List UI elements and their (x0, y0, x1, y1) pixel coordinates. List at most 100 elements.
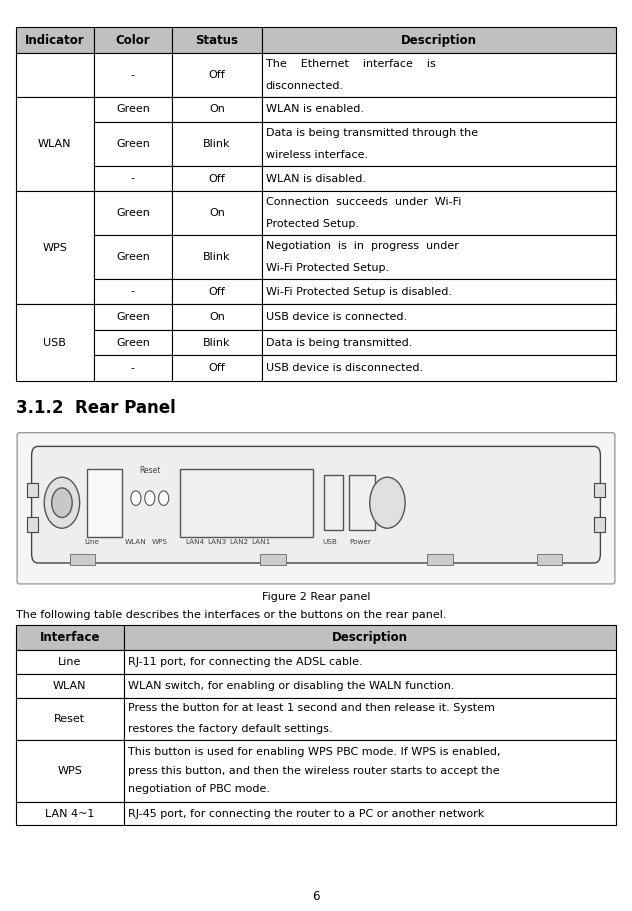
Bar (16, 740, 124, 802)
FancyBboxPatch shape (17, 433, 615, 584)
Bar (94, 355, 172, 381)
Bar (27, 483, 38, 497)
Text: USB: USB (44, 338, 66, 347)
Text: LAN3: LAN3 (207, 539, 226, 545)
Bar (124, 740, 616, 802)
Text: -: - (131, 287, 135, 296)
Circle shape (131, 491, 141, 506)
Bar (16, 53, 94, 97)
Bar (94, 53, 172, 97)
Text: WLAN switch, for enabling or disabling the WALN function.: WLAN switch, for enabling or disabling t… (128, 681, 454, 691)
Text: USB: USB (322, 539, 337, 545)
Bar (124, 802, 616, 825)
Bar (260, 554, 286, 565)
Text: WLAN: WLAN (125, 539, 147, 545)
Bar (87, 468, 122, 537)
Text: Color: Color (116, 34, 150, 46)
Bar (124, 674, 616, 698)
Bar (262, 235, 616, 279)
Bar (172, 330, 262, 355)
Text: Connection  succeeds  under  Wi-Fi: Connection succeeds under Wi-Fi (265, 198, 461, 207)
Text: negotiation of PBC mode.: negotiation of PBC mode. (128, 784, 270, 794)
Bar (94, 304, 172, 330)
Bar (70, 554, 95, 565)
Text: Off: Off (209, 287, 226, 296)
Bar (349, 476, 375, 530)
Bar (172, 97, 262, 122)
Bar (16, 304, 94, 381)
Text: Reset: Reset (139, 466, 161, 476)
Text: Wi-Fi Protected Setup.: Wi-Fi Protected Setup. (265, 263, 389, 272)
Text: The following table describes the interfaces or the buttons on the rear panel.: The following table describes the interf… (16, 610, 446, 620)
Bar (262, 166, 616, 191)
Text: 6: 6 (312, 890, 320, 903)
Text: Indicator: Indicator (25, 34, 85, 46)
Text: Figure 2 Rear panel: Figure 2 Rear panel (262, 592, 370, 602)
Text: Negotiation  is  in  progress  under: Negotiation is in progress under (265, 241, 459, 251)
Text: WLAN: WLAN (53, 681, 87, 691)
Bar (94, 235, 172, 279)
Text: Green: Green (116, 209, 150, 218)
Bar (124, 698, 616, 740)
Text: disconnected.: disconnected. (265, 81, 344, 90)
Text: LAN4: LAN4 (185, 539, 204, 545)
Bar (537, 554, 562, 565)
Text: RJ-11 port, for connecting the ADSL cable.: RJ-11 port, for connecting the ADSL cabl… (128, 658, 362, 667)
Bar (16, 191, 94, 304)
Bar (262, 191, 616, 235)
Bar (172, 355, 262, 381)
Bar (16, 97, 94, 191)
Bar (172, 53, 262, 97)
Bar (172, 166, 262, 191)
Text: Green: Green (116, 252, 150, 261)
Bar (27, 517, 38, 532)
Text: Wi-Fi Protected Setup is disabled.: Wi-Fi Protected Setup is disabled. (265, 287, 452, 296)
Bar (427, 554, 453, 565)
Bar (262, 53, 616, 97)
Text: Off: Off (209, 363, 226, 373)
Text: WPS: WPS (58, 766, 82, 775)
Text: WLAN is enabled.: WLAN is enabled. (265, 105, 364, 114)
Bar (94, 97, 172, 122)
Bar (16, 802, 124, 825)
Text: Blink: Blink (203, 139, 231, 148)
Text: LAN1: LAN1 (252, 539, 270, 545)
Circle shape (370, 477, 405, 528)
Text: Line: Line (58, 658, 82, 667)
Bar (94, 27, 172, 53)
Bar (94, 330, 172, 355)
Bar (324, 476, 343, 530)
Text: On: On (209, 105, 225, 114)
Bar (94, 122, 172, 166)
Text: Protected Setup.: Protected Setup. (265, 220, 359, 229)
Text: On: On (209, 312, 225, 322)
Text: press this button, and then the wireless router starts to accept the: press this button, and then the wireless… (128, 766, 499, 775)
Text: wireless interface.: wireless interface. (265, 150, 368, 159)
Text: -: - (131, 174, 135, 183)
Bar (16, 650, 124, 674)
Text: Press the button for at least 1 second and then release it. System: Press the button for at least 1 second a… (128, 703, 494, 713)
Bar (262, 27, 616, 53)
Bar (262, 279, 616, 304)
Text: Description: Description (332, 631, 408, 644)
Bar (180, 468, 313, 537)
Text: Line: Line (84, 539, 99, 545)
Bar (594, 483, 605, 497)
Bar (262, 355, 616, 381)
Text: The    Ethernet    interface    is: The Ethernet interface is (265, 59, 435, 68)
Text: Reset: Reset (54, 714, 85, 723)
Text: Blink: Blink (203, 252, 231, 261)
Circle shape (159, 491, 169, 506)
Bar (262, 330, 616, 355)
Text: Description: Description (401, 34, 477, 46)
Bar (16, 698, 124, 740)
Bar (124, 650, 616, 674)
Text: LAN 4~1: LAN 4~1 (45, 809, 95, 818)
Bar (16, 674, 124, 698)
Text: WPS: WPS (42, 243, 67, 252)
Bar (94, 166, 172, 191)
Circle shape (52, 488, 72, 517)
Bar (94, 279, 172, 304)
Text: -: - (131, 70, 135, 79)
Text: Off: Off (209, 174, 226, 183)
